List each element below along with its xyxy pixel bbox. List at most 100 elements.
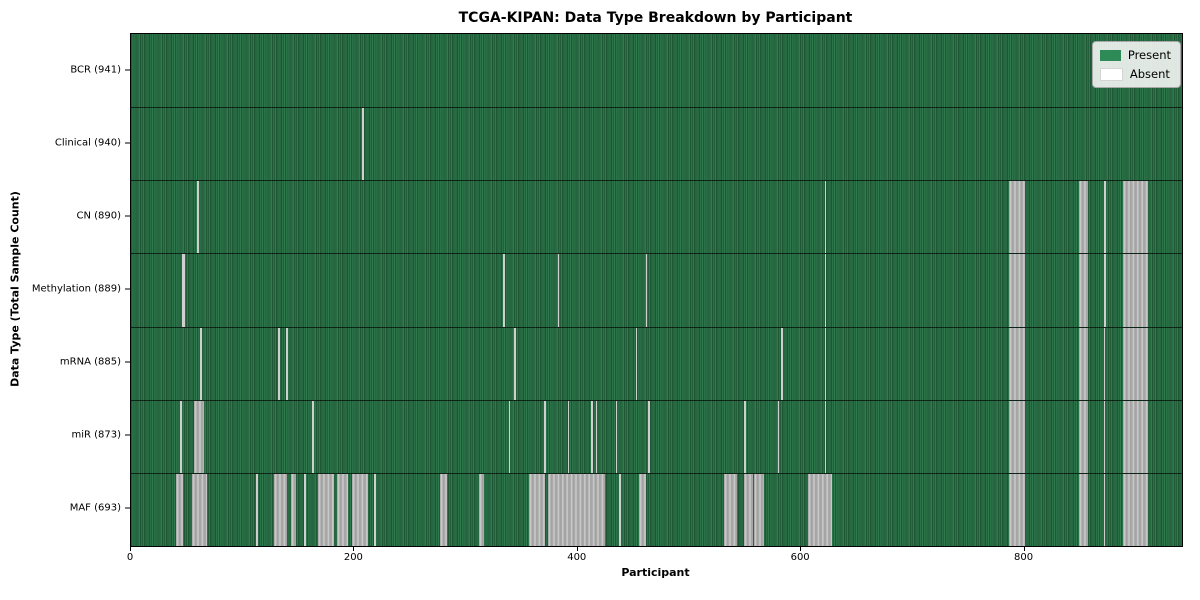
legend-item-present: Present (1099, 48, 1171, 62)
absent-bar (362, 108, 364, 181)
absent-bar (1122, 473, 1149, 546)
row-label-cn: CN (890) (76, 210, 121, 222)
legend-swatch-present (1099, 49, 1121, 61)
x-tick (353, 546, 355, 551)
absent-bar (1103, 473, 1106, 546)
legend-item-absent: Absent (1099, 67, 1171, 81)
x-tick (130, 546, 131, 551)
absent-bar (256, 473, 259, 546)
absent-bar (196, 181, 200, 254)
absent-bar (777, 400, 780, 473)
absent-bar (1008, 473, 1025, 546)
legend-label-absent: Absent (1129, 67, 1170, 81)
absent-bar (1079, 327, 1089, 400)
absent-bar (273, 473, 288, 546)
y-tick (125, 142, 130, 144)
absent-bar (336, 473, 348, 546)
heatmap-row-cn (131, 180, 1182, 254)
absent-bar (514, 327, 516, 400)
row-label-mrna: mRNA (885) (59, 356, 121, 368)
x-tick-label: 0 (126, 552, 134, 563)
absent-bar (440, 473, 448, 546)
absent-bar (595, 400, 598, 473)
heatmap-row-clinical (131, 107, 1182, 181)
absent-bar (182, 254, 185, 327)
absent-bar (567, 400, 570, 473)
y-tick (125, 361, 130, 363)
absent-bar (286, 327, 288, 400)
absent-bar (824, 400, 827, 473)
absent-bar (754, 473, 765, 546)
absent-bar (615, 400, 618, 473)
x-axis-label: Participant (621, 566, 690, 579)
absent-bar (374, 473, 377, 546)
row-label-methylation: Methylation (889) (31, 283, 121, 295)
x-tick-label: 200 (343, 552, 363, 563)
absent-bar (824, 181, 827, 254)
absent-bar (1008, 327, 1025, 400)
absent-bar (1103, 327, 1106, 400)
absent-bar (1103, 181, 1107, 254)
absent-bar (824, 327, 827, 400)
absent-bar (311, 400, 314, 473)
absent-bar (807, 473, 833, 546)
y-tick (125, 288, 130, 290)
absent-bar (180, 400, 182, 473)
absent-bar (1103, 400, 1106, 473)
absent-bar (1079, 400, 1089, 473)
absent-bar (547, 473, 605, 546)
absent-bar (635, 327, 638, 400)
plot-area (130, 33, 1183, 547)
heatmap-row-methylation (131, 253, 1182, 327)
absent-bar (724, 473, 738, 546)
row-label-clinical: Clinical (940) (54, 137, 121, 149)
legend-label-present: Present (1127, 48, 1171, 62)
y-tick (125, 507, 130, 509)
absent-bar (1079, 254, 1089, 327)
absent-bar (1008, 181, 1025, 254)
absent-bar (1008, 254, 1025, 327)
absent-bar (1122, 181, 1149, 254)
absent-bar (744, 400, 746, 473)
x-tick-label: 800 (1013, 552, 1034, 563)
absent-bar (544, 400, 546, 473)
absent-bar (193, 400, 204, 473)
heatmap-row-mrna (131, 326, 1182, 400)
absent-bar (648, 400, 651, 473)
absent-bar (619, 473, 621, 546)
x-tick-label: 600 (790, 552, 810, 563)
absent-bar (781, 327, 783, 400)
row-label-bcr: BCR (941) (70, 64, 121, 76)
row-label-maf: MAF (693) (69, 502, 121, 514)
absent-bar (192, 473, 207, 546)
absent-bar (508, 400, 511, 473)
y-tick (125, 69, 130, 71)
absent-bar (639, 473, 646, 546)
row-label-mir: miR (873) (71, 429, 121, 441)
x-tick (576, 546, 578, 551)
absent-bar (1008, 400, 1025, 473)
absent-bar (502, 254, 505, 327)
absent-bar (290, 473, 297, 546)
absent-bar (1122, 400, 1149, 473)
absent-bar (352, 473, 368, 546)
x-tick-label: 400 (567, 552, 587, 563)
absent-bar (528, 473, 546, 546)
x-tick (1023, 546, 1025, 551)
y-tick (125, 215, 130, 217)
absent-bar (645, 254, 648, 327)
absent-bar (557, 254, 560, 327)
absent-bar (304, 473, 307, 546)
legend: Present Absent (1091, 41, 1181, 88)
legend-swatch-absent (1099, 67, 1123, 81)
heatmap-row-bcr (131, 34, 1182, 108)
absent-bar (744, 473, 754, 546)
absent-bar (591, 400, 593, 473)
absent-bar (317, 473, 335, 546)
absent-bar (1079, 181, 1089, 254)
absent-bar (175, 473, 184, 546)
y-tick (125, 434, 130, 436)
absent-bar (479, 473, 484, 546)
absent-bar (1103, 254, 1107, 327)
